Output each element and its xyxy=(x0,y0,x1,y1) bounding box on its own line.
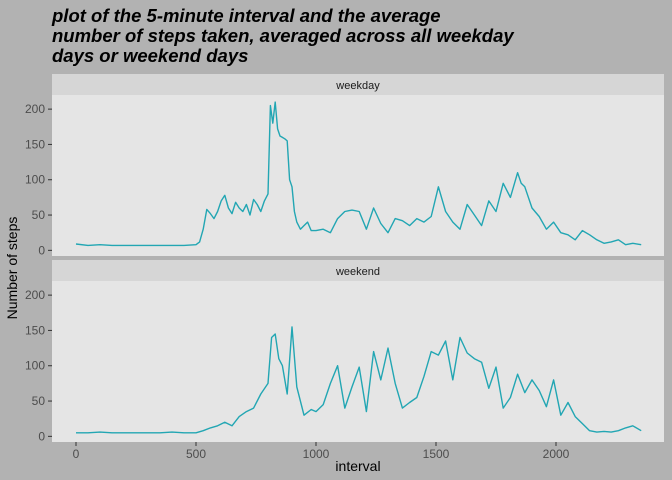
y-tick-label: 200 xyxy=(25,102,45,116)
y-tick-label: 0 xyxy=(38,243,45,257)
y-tick-label: 200 xyxy=(25,288,45,302)
x-tick-label: 1000 xyxy=(303,447,330,461)
panel-weekday xyxy=(52,95,664,256)
y-tick-label: 0 xyxy=(38,429,45,443)
y-tick-label: 100 xyxy=(25,359,45,373)
title-line-2: number of steps taken, averaged across a… xyxy=(52,25,514,46)
x-tick-label: 500 xyxy=(186,447,206,461)
panel-weekend xyxy=(52,281,664,442)
facet-label-weekday: weekday xyxy=(335,80,380,92)
series-line-weekday xyxy=(75,101,642,247)
y-tick-label: 150 xyxy=(25,137,45,151)
y-tick-label: 50 xyxy=(32,394,46,408)
facet-label-weekend: weekend xyxy=(335,266,380,278)
y-tick-label: 50 xyxy=(32,208,46,222)
y-axis-label: Number of steps xyxy=(4,217,20,320)
title-line-1: plot of the 5-minute interval and the av… xyxy=(52,5,441,26)
x-tick-label: 1500 xyxy=(423,447,450,461)
series-line-weekend xyxy=(76,326,642,434)
x-tick-label: 2000 xyxy=(543,447,570,461)
y-tick-label: 150 xyxy=(25,323,45,337)
x-axis-label: interval xyxy=(335,458,380,474)
facet-strip-weekday xyxy=(52,74,664,95)
title-line-3: days or weekend days xyxy=(52,45,249,66)
y-tick-label: 100 xyxy=(25,173,45,187)
x-tick-label: 0 xyxy=(73,447,80,461)
facet-strip-weekend xyxy=(52,260,664,281)
